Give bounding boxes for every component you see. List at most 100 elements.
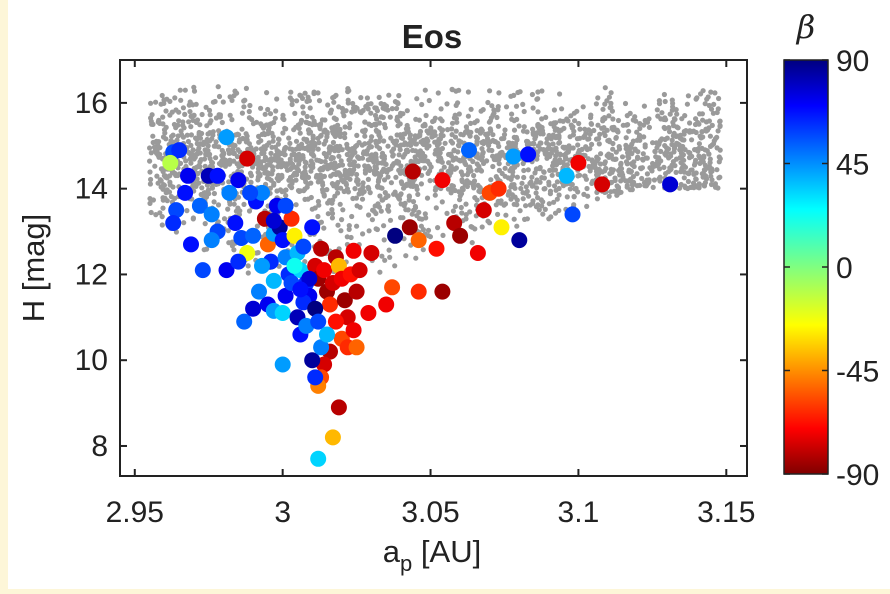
background-point <box>677 135 683 141</box>
background-point <box>280 112 286 118</box>
background-point <box>303 179 309 185</box>
background-point <box>479 224 485 230</box>
background-point <box>311 89 317 95</box>
background-point <box>527 202 533 208</box>
background-point <box>448 186 454 193</box>
background-point <box>391 140 398 146</box>
x-axis-label: ap [AU] <box>383 534 481 576</box>
asteroid-point <box>360 305 377 321</box>
background-point <box>396 93 402 99</box>
background-point <box>624 182 630 188</box>
background-point <box>560 118 566 124</box>
background-point <box>209 164 215 170</box>
background-point <box>544 140 550 146</box>
background-point <box>571 202 577 208</box>
background-point <box>584 146 590 153</box>
background-point <box>571 128 577 134</box>
background-point <box>453 116 459 122</box>
background-point <box>613 135 619 141</box>
background-point <box>537 179 543 185</box>
background-point <box>424 136 430 142</box>
background-point <box>535 109 541 115</box>
background-point <box>414 213 420 219</box>
background-point <box>314 157 320 163</box>
background-point <box>406 197 412 203</box>
background-point <box>176 118 182 124</box>
background-point <box>645 180 652 186</box>
asteroid-point <box>274 305 291 321</box>
background-point <box>353 104 359 110</box>
background-point <box>310 144 316 150</box>
background-point <box>503 212 509 218</box>
background-point <box>352 186 358 192</box>
background-point <box>405 207 411 213</box>
background-point <box>691 185 697 191</box>
background-point <box>456 138 462 144</box>
background-point <box>495 176 501 182</box>
background-point <box>402 131 408 137</box>
background-point <box>662 143 668 149</box>
background-point <box>437 116 443 122</box>
background-point <box>274 96 280 102</box>
background-point <box>329 207 335 213</box>
background-point <box>381 138 387 144</box>
asteroid-point <box>319 326 335 343</box>
background-point <box>701 153 707 159</box>
background-point <box>373 154 379 160</box>
background-point <box>254 223 260 229</box>
background-point <box>700 117 706 123</box>
background-point <box>279 189 285 195</box>
background-point <box>202 221 208 227</box>
background-point <box>641 122 647 128</box>
asteroid-point <box>348 339 365 356</box>
asteroid-point <box>295 294 312 311</box>
background-point <box>327 148 333 154</box>
colorbar-label: β <box>796 8 816 46</box>
background-point <box>387 217 394 223</box>
background-point <box>316 98 323 104</box>
background-point <box>362 133 368 139</box>
background-point <box>358 95 364 101</box>
background-point <box>637 125 643 132</box>
background-point <box>312 121 318 127</box>
background-point <box>704 96 710 102</box>
background-point <box>438 106 444 112</box>
background-point <box>342 131 348 137</box>
background-point <box>708 181 715 188</box>
background-point <box>608 90 614 96</box>
background-point <box>269 171 275 177</box>
background-point <box>422 87 428 93</box>
background-point <box>458 191 465 197</box>
background-point <box>357 204 363 210</box>
background-point <box>227 94 233 100</box>
asteroid-point <box>295 238 312 255</box>
background-point <box>592 159 598 165</box>
background-point <box>712 90 718 96</box>
background-point <box>350 100 356 107</box>
background-point <box>381 237 387 243</box>
background-point <box>412 203 418 210</box>
background-point <box>274 148 280 154</box>
background-point <box>356 191 362 197</box>
background-point <box>453 156 459 162</box>
background-point <box>553 145 559 151</box>
background-point <box>191 112 197 118</box>
asteroid-point <box>254 257 270 274</box>
asteroid-point <box>475 202 492 219</box>
background-point <box>658 116 664 122</box>
asteroid-point <box>162 154 179 171</box>
background-point <box>262 111 268 117</box>
background-point <box>520 190 526 196</box>
background-point <box>184 208 190 214</box>
background-point <box>323 154 329 160</box>
background-point <box>597 131 603 137</box>
background-point <box>630 117 636 123</box>
background-point <box>521 124 527 130</box>
background-point <box>479 146 485 152</box>
background-point <box>415 191 421 197</box>
background-point <box>530 198 536 204</box>
background-point <box>329 215 335 221</box>
background-point <box>178 97 184 103</box>
background-point <box>446 160 452 166</box>
background-point <box>387 254 393 260</box>
